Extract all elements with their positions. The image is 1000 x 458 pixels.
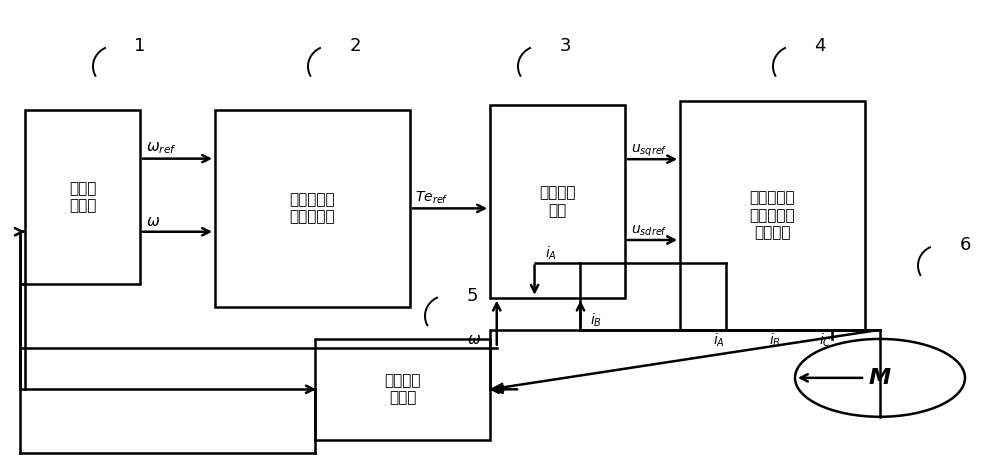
Text: 速度给
定模块: 速度给 定模块 <box>69 181 96 213</box>
Text: $i_A$: $i_A$ <box>545 245 556 262</box>
Text: $i_C$: $i_C$ <box>819 332 831 349</box>
Text: 空间矢量脉
宽调制和逆
变器模块: 空间矢量脉 宽调制和逆 变器模块 <box>750 191 795 240</box>
Text: 模糊补偿的
自抗扰模块: 模糊补偿的 自抗扰模块 <box>290 192 335 224</box>
Text: 4: 4 <box>814 37 826 55</box>
Bar <box>680 101 865 330</box>
Bar <box>490 105 625 298</box>
Text: 矢量控制
模块: 矢量控制 模块 <box>539 185 576 218</box>
Text: 6: 6 <box>959 236 971 254</box>
Text: 2: 2 <box>349 37 361 55</box>
Text: $Te_{ref}$: $Te_{ref}$ <box>415 190 449 207</box>
Bar <box>215 110 410 307</box>
Text: 5: 5 <box>466 287 478 305</box>
Text: 3: 3 <box>559 37 571 55</box>
Bar <box>315 339 490 440</box>
Text: $i_A$: $i_A$ <box>713 332 725 349</box>
Bar <box>25 110 140 284</box>
Text: $i_B$: $i_B$ <box>769 332 781 349</box>
Text: 速度传感
器模块: 速度传感 器模块 <box>384 373 421 405</box>
Text: 1: 1 <box>134 37 146 55</box>
Text: $\omega$: $\omega$ <box>146 214 160 229</box>
Text: $\omega$: $\omega$ <box>467 332 481 347</box>
Text: $\omega_{ref}$: $\omega_{ref}$ <box>146 141 177 157</box>
Text: $u_{sqref}$: $u_{sqref}$ <box>631 143 668 159</box>
Text: $i_B$: $i_B$ <box>590 311 602 329</box>
Text: $u_{sdref}$: $u_{sdref}$ <box>631 224 668 238</box>
Text: M: M <box>869 368 891 388</box>
